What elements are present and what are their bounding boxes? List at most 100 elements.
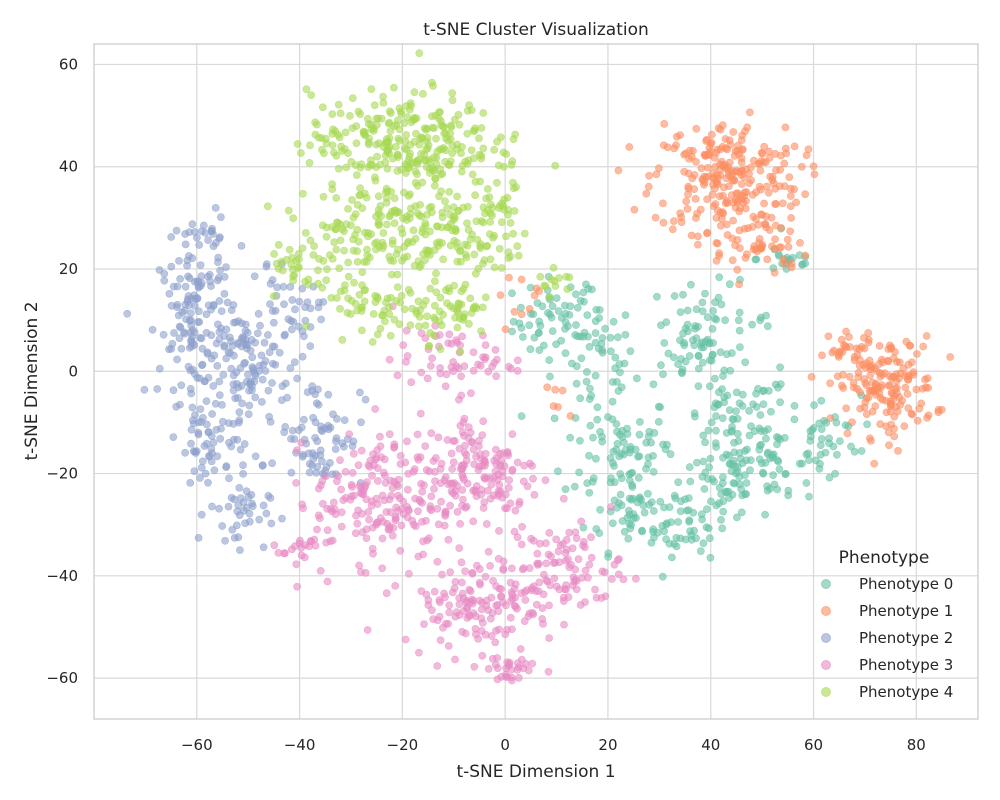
scatter-point (288, 426, 297, 435)
legend-marker (821, 606, 831, 616)
scatter-point (863, 420, 871, 429)
scatter-point (449, 367, 458, 376)
scatter-point (711, 439, 720, 447)
scatter-point (185, 316, 194, 325)
scatter-point (792, 198, 800, 207)
legend-label: Phenotype 1 (859, 602, 953, 620)
scatter-point (618, 426, 626, 435)
scatter-point (180, 306, 189, 315)
scatter-point (446, 219, 455, 228)
scatter-point (503, 658, 512, 667)
scatter-point (737, 154, 746, 162)
scatter-point (585, 560, 594, 569)
scatter-point (372, 238, 381, 247)
scatter-point (781, 144, 790, 153)
scatter-point (826, 414, 835, 422)
scatter-point (762, 434, 770, 443)
scatter-point (266, 279, 275, 288)
scatter-point (554, 467, 562, 476)
scatter-point (314, 266, 322, 275)
scatter-point (309, 454, 318, 463)
scatter-point (243, 370, 252, 379)
scatter-point (372, 114, 381, 123)
scatter-point (319, 298, 328, 306)
scatter-point (236, 445, 245, 454)
scatter-point (924, 411, 933, 420)
scatter-point (259, 501, 268, 510)
scatter-point (572, 379, 581, 388)
scatter-point (611, 353, 620, 362)
scatter-point (273, 283, 281, 292)
scatter-point (542, 539, 550, 548)
scatter-point (230, 495, 239, 504)
scatter-point (818, 351, 826, 360)
scatter-point (733, 468, 742, 477)
scatter-point (433, 616, 442, 625)
scatter-point (735, 308, 744, 317)
scatter-point (718, 414, 727, 422)
scatter-point (355, 388, 364, 397)
scatter-point (884, 428, 893, 437)
scatter-point (306, 236, 315, 245)
scatter-point (769, 471, 777, 479)
scatter-point (534, 328, 543, 337)
scatter-point (334, 100, 343, 109)
scatter-point (758, 149, 767, 158)
scatter-point (572, 321, 580, 329)
scatter-point (482, 194, 490, 203)
scatter-point (453, 323, 462, 332)
scatter-point (909, 368, 918, 377)
scatter-point (484, 547, 493, 556)
scatter-point (356, 184, 364, 193)
scatter-point (461, 567, 469, 576)
scatter-point (384, 119, 393, 128)
scatter-point (489, 233, 497, 242)
scatter-point (427, 202, 436, 211)
scatter-point (259, 543, 268, 552)
legend-marker (821, 660, 831, 670)
scatter-point (340, 246, 348, 255)
scatter-point (826, 379, 834, 388)
scatter-point (810, 401, 818, 409)
scatter-point (691, 194, 700, 203)
scatter-point (821, 448, 830, 457)
scatter-point (240, 440, 249, 448)
scatter-point (541, 282, 550, 291)
scatter-point (457, 461, 466, 470)
scatter-point (323, 577, 332, 586)
scatter-point (588, 285, 596, 294)
scatter-point (262, 509, 271, 518)
scatter-point (585, 342, 594, 351)
scatter-point (621, 311, 630, 319)
scatter-point (735, 280, 743, 289)
scatter-point (854, 373, 863, 382)
scatter-point (190, 447, 199, 456)
scatter-point (348, 124, 357, 133)
scatter-point (386, 331, 395, 340)
scatter-point (539, 341, 548, 350)
scatter-point (504, 210, 512, 219)
scatter-point (430, 301, 439, 310)
scatter-point (816, 459, 824, 468)
scatter-point (389, 83, 398, 92)
scatter-point (208, 224, 216, 233)
scatter-point (493, 675, 502, 684)
scatter-point (738, 145, 747, 154)
scatter-point (507, 364, 515, 373)
scatter-point (213, 452, 222, 461)
scatter-point (728, 176, 737, 185)
scatter-point (487, 593, 496, 602)
scatter-point (705, 143, 714, 152)
scatter-point (656, 497, 665, 506)
scatter-point (647, 498, 656, 507)
scatter-point (568, 544, 577, 553)
scatter-point (771, 184, 780, 193)
scatter-point (449, 458, 458, 467)
scatter-point (758, 210, 766, 219)
scatter-point (609, 447, 618, 456)
scatter-point (684, 190, 692, 199)
scatter-point (852, 344, 861, 353)
scatter-point (591, 338, 600, 347)
scatter-point (234, 418, 243, 427)
scatter-point (519, 333, 527, 341)
